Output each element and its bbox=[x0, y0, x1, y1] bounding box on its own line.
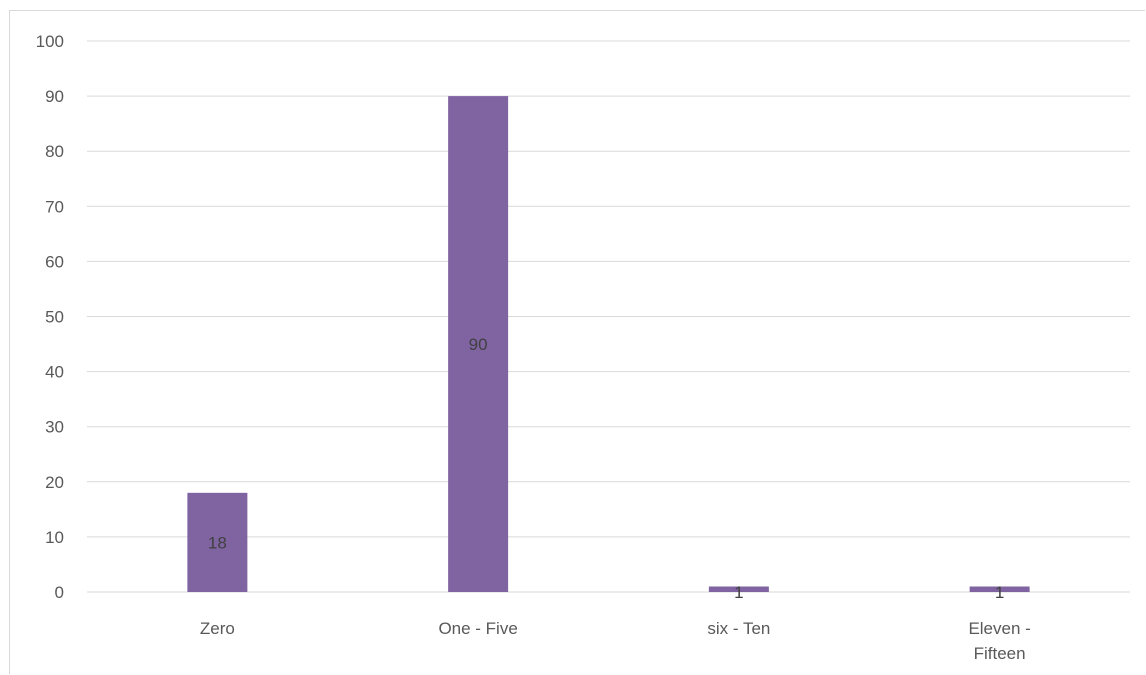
y-tick-label-60: 60 bbox=[45, 252, 64, 271]
data-label-3: 1 bbox=[995, 583, 1004, 602]
category-label-2: six - Ten bbox=[707, 619, 770, 638]
y-tick-label-80: 80 bbox=[45, 142, 64, 161]
y-tick-label-50: 50 bbox=[45, 308, 64, 327]
data-label-0: 18 bbox=[208, 533, 227, 552]
bar-2 bbox=[708, 586, 769, 592]
y-tick-label-0: 0 bbox=[55, 583, 64, 602]
data-label-1: 90 bbox=[469, 335, 488, 354]
y-tick-label-70: 70 bbox=[45, 197, 64, 216]
chart-area bbox=[9, 10, 1145, 674]
y-tick-label-20: 20 bbox=[45, 473, 64, 492]
category-label-3-line-0: Eleven - bbox=[968, 619, 1030, 638]
bar-3 bbox=[969, 586, 1030, 592]
y-tick-label-90: 90 bbox=[45, 87, 64, 106]
category-label-0: Zero bbox=[200, 619, 235, 638]
data-label-2: 1 bbox=[734, 583, 743, 602]
y-tick-label-100: 100 bbox=[36, 32, 64, 51]
bar-1 bbox=[448, 96, 509, 592]
category-label-3-line-1: Fifteen bbox=[974, 644, 1026, 663]
y-tick-label-40: 40 bbox=[45, 363, 64, 382]
bar-0 bbox=[187, 492, 248, 592]
y-tick-label-10: 10 bbox=[45, 528, 64, 547]
y-tick-label-30: 30 bbox=[45, 418, 64, 437]
category-label-1: One - Five bbox=[438, 619, 517, 638]
